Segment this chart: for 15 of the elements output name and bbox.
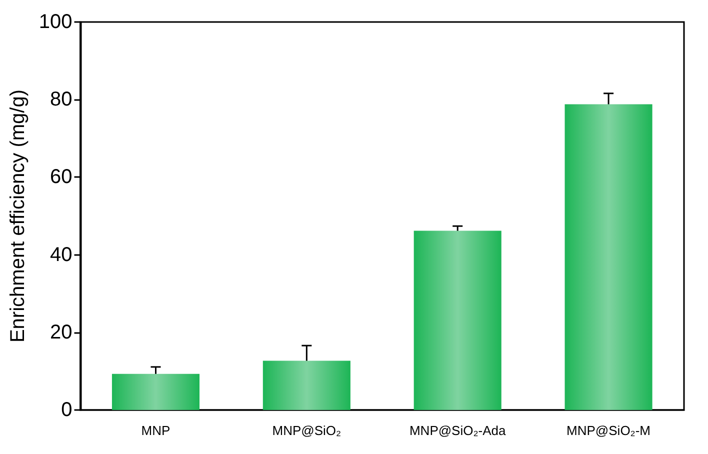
x-tick-label: MNP@SiO₂-Ada	[409, 423, 506, 438]
y-tick-label: 80	[50, 88, 72, 111]
bar	[564, 104, 652, 410]
y-tick-label: 20	[50, 321, 72, 344]
bar	[262, 360, 350, 410]
x-tick-label: MNP@SiO₂-M	[566, 423, 651, 438]
bar	[112, 374, 200, 410]
y-tick-label: 0	[61, 399, 72, 421]
y-axis-title: Enrichment efficiency (mg/g)	[7, 89, 29, 343]
x-tick-label: MNP	[141, 423, 170, 438]
y-tick-label: 40	[50, 244, 72, 266]
bar	[414, 230, 502, 410]
y-tick-label: 100	[38, 11, 72, 33]
x-tick-label: MNP@SiO₂	[272, 423, 342, 438]
y-tick-label: 60	[50, 166, 72, 188]
